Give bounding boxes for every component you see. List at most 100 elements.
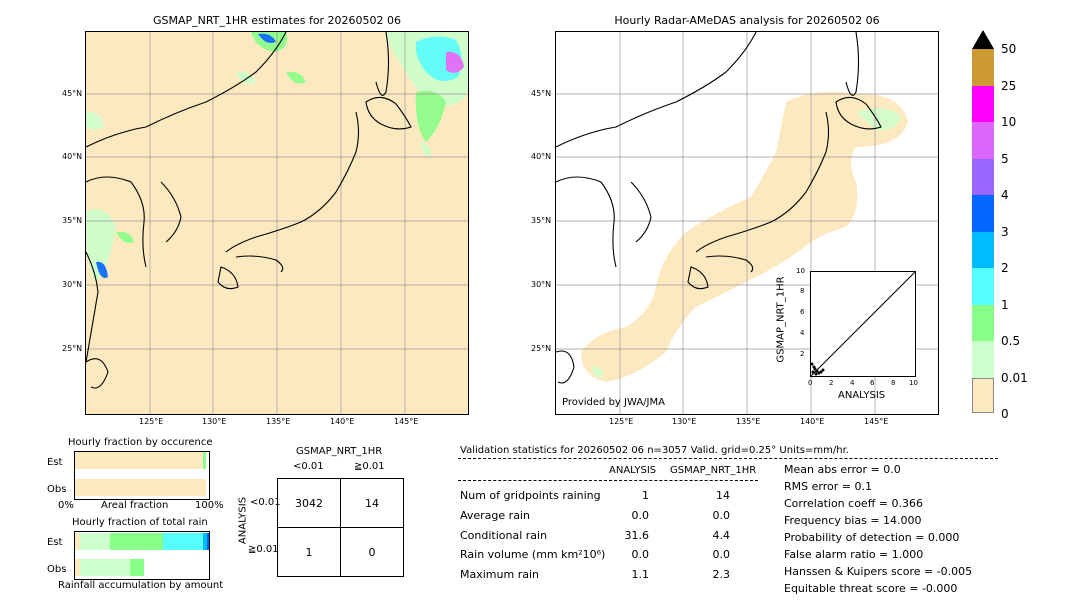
contingency-cell: 14 [340, 478, 404, 528]
right-lon-label: 125°E [609, 417, 634, 426]
total-rain-est-label: Est [47, 537, 63, 548]
contingency-row1: <0.01 [250, 497, 281, 508]
inset-xtick: 6 [870, 379, 875, 387]
colorbar-segment [972, 195, 994, 232]
contingency-col1: <0.01 [293, 461, 324, 472]
total-rain-footer: Rainfall accumulation by amount [58, 580, 224, 591]
occurrence-obs-label: Obs [47, 484, 67, 495]
inset-xtick: 10 [909, 379, 918, 387]
colorbar-segment [972, 49, 994, 86]
occurrence-x-right: 100% [195, 500, 224, 511]
left-map [85, 31, 469, 415]
contingency-axis-label: ANALYSIS [237, 496, 249, 545]
validation-col-gsmap: GSMAP_NRT_1HR [670, 465, 757, 476]
colorbar-label: 4 [1001, 188, 1009, 202]
colorbar-label: 10 [1001, 115, 1017, 129]
colorbar-label: 0.01 [1001, 371, 1028, 385]
score-line: Probability of detection = 0.000 [784, 531, 960, 544]
colorbar-segment [972, 341, 994, 378]
colorbar-segment [972, 86, 994, 122]
contingency-cell: 0 [340, 527, 404, 577]
left-lat-label: 35°N [62, 216, 83, 225]
occurrence-est-label: Est [47, 457, 63, 468]
colorbar-segment [972, 159, 994, 195]
occurrence-x-left: 0% [58, 500, 74, 511]
contingency-row2: ≧0.01 [248, 544, 279, 555]
colorbar-segment [972, 122, 994, 159]
rain-areas [86, 32, 468, 282]
inset-ytick: 10 [796, 267, 805, 275]
left-lon-label: 135°E [266, 417, 291, 426]
left-lon-label: 130°E [202, 417, 227, 426]
contingency-cell: 3042 [277, 478, 341, 528]
occurrence-x-mid: Areal fraction [101, 500, 169, 511]
score-line: Mean abs error = 0.0 [784, 463, 901, 476]
validation-row-gsmap: 4.4 [712, 529, 731, 542]
left-lat-label: 30°N [62, 280, 83, 289]
colorbar-label: 0.5 [1001, 334, 1021, 348]
contingency-title: GSMAP_NRT_1HR [296, 446, 383, 457]
validation-row-label: Rain volume (mm km²10⁶) [460, 548, 606, 561]
colorbar-arrow [972, 30, 994, 49]
right-lat-label: 40°N [531, 152, 552, 161]
validation-row-label: Average rain [460, 509, 530, 522]
inset-xtick: 4 [850, 379, 855, 387]
inset-scatter [810, 271, 916, 377]
validation-row-gsmap: 2.3 [712, 568, 731, 581]
inset-xtick: 0 [808, 379, 813, 387]
analysis-coverage [581, 91, 908, 382]
score-line: RMS error = 0.1 [784, 480, 872, 493]
validation-row-gsmap: 0.0 [712, 509, 731, 522]
inset-ylabel: GSMAP_NRT_1HR [775, 276, 787, 363]
score-line: Equitable threat score = -0.000 [784, 582, 958, 595]
right-lat-label: 30°N [531, 280, 552, 289]
left-lon-label: 125°E [139, 417, 164, 426]
colorbar-segment [972, 268, 994, 305]
total-rain-obs-bar [75, 559, 144, 576]
inset-xtick: 2 [829, 379, 834, 387]
validation-row-analysis: 1 [642, 489, 649, 502]
colorbar-segment [972, 378, 994, 413]
colorbar-label: 1 [1001, 298, 1009, 312]
score-line: Correlation coeff = 0.366 [784, 497, 923, 510]
right-lat-label: 45°N [531, 89, 552, 98]
coastlines [556, 32, 882, 384]
colorbar-label: 3 [1001, 225, 1009, 239]
left-lat-label: 40°N [62, 152, 83, 161]
validation-row-gsmap: 14 [716, 489, 730, 502]
right-map-title: Hourly Radar-AMeDAS analysis for 2026050… [614, 14, 880, 27]
validation-row-gsmap: 0.0 [712, 548, 731, 561]
validation-col-line [458, 480, 758, 481]
occurrence-title: Hourly fraction by occurence [68, 437, 213, 448]
total-rain-obs-label: Obs [47, 564, 67, 575]
right-lon-label: 135°E [736, 417, 761, 426]
validation-col-analysis: ANALYSIS [609, 465, 657, 476]
right-lat-label: 25°N [531, 344, 552, 353]
coastlines [86, 32, 412, 389]
colorbar-segment [972, 305, 994, 341]
colorbar-segment [972, 232, 994, 268]
diagonal-line [811, 272, 915, 376]
left-lat-label: 25°N [62, 344, 83, 353]
left-lat-label: 45°N [62, 89, 83, 98]
left-lon-label: 140°E [330, 417, 355, 426]
right-map: ANALYSIS GSMAP_NRT_1HR 10 8 6 4 2 0 2 4 … [555, 31, 939, 415]
inset-ytick: 4 [800, 329, 805, 337]
validation-row-analysis: 31.6 [624, 529, 650, 542]
validation-row-label: Num of gridpoints raining [460, 489, 601, 502]
inset-xtick: 8 [891, 379, 896, 387]
right-lat-label: 35°N [531, 216, 552, 225]
inset-xlabel: ANALYSIS [838, 390, 886, 401]
validation-dashed-line [458, 458, 998, 459]
contingency-cell: 1 [277, 527, 341, 577]
total-rain-title: Hourly fraction of total rain [72, 517, 208, 528]
inset-ytick: 2 [800, 350, 805, 358]
contingency-col2: ≧0.01 [354, 461, 385, 472]
colorbar-label: 50 [1001, 42, 1017, 56]
validation-header: Validation statistics for 20260502 06 n=… [460, 445, 849, 456]
score-line: Hanssen & Kuipers score = -0.005 [784, 565, 973, 578]
occurrence-est-bar [75, 452, 206, 469]
right-lon-label: 145°E [864, 417, 889, 426]
right-lon-label: 130°E [672, 417, 697, 426]
validation-row-label: Conditional rain [460, 529, 548, 542]
